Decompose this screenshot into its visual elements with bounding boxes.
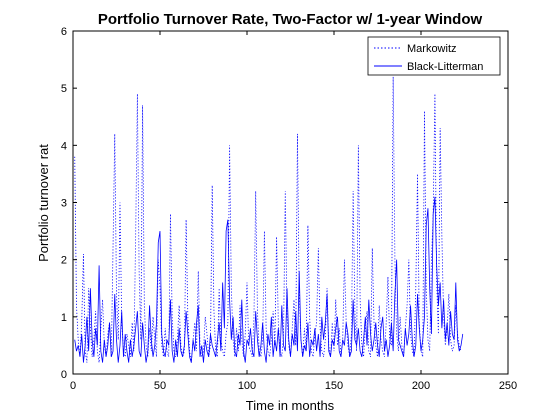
y-tick-label: 6 <box>61 26 67 38</box>
plot-lines <box>74 76 464 363</box>
legend-box <box>367 36 501 76</box>
x-tick-label: 100 <box>238 380 256 392</box>
y-axis-label: Portfolio turnover rat <box>36 144 51 262</box>
x-axis-label: Time in months <box>246 398 335 413</box>
x-tick-label: 250 <box>499 380 517 392</box>
y-tick-label: 1 <box>61 312 67 324</box>
y-tick-label: 3 <box>61 198 67 210</box>
x-tick-label: 200 <box>412 380 430 392</box>
x-tick-label: 0 <box>70 380 76 392</box>
legend-markowitz-label: Markowitz <box>407 43 457 55</box>
y-tick-label: 0 <box>61 369 67 381</box>
y-tick-label: 4 <box>61 140 67 152</box>
axis-ticks: 0 50 100 150 200 250 0 1 2 3 4 5 6 <box>61 26 517 392</box>
series-line-black-litterman <box>74 196 464 363</box>
y-tick-label: 2 <box>61 255 67 267</box>
chart-title: Portfolio Turnover Rate, Two-Factor w/ 1… <box>98 11 483 28</box>
series-line-markowitz <box>74 76 462 363</box>
y-tick-label: 5 <box>61 83 67 95</box>
legend: Markowitz Black-Litterman <box>367 36 501 76</box>
legend-black-litterman-label: Black-Litterman <box>407 61 483 73</box>
x-tick-label: 50 <box>154 380 166 392</box>
plot-area <box>72 30 509 375</box>
x-tick-label: 150 <box>325 380 343 392</box>
